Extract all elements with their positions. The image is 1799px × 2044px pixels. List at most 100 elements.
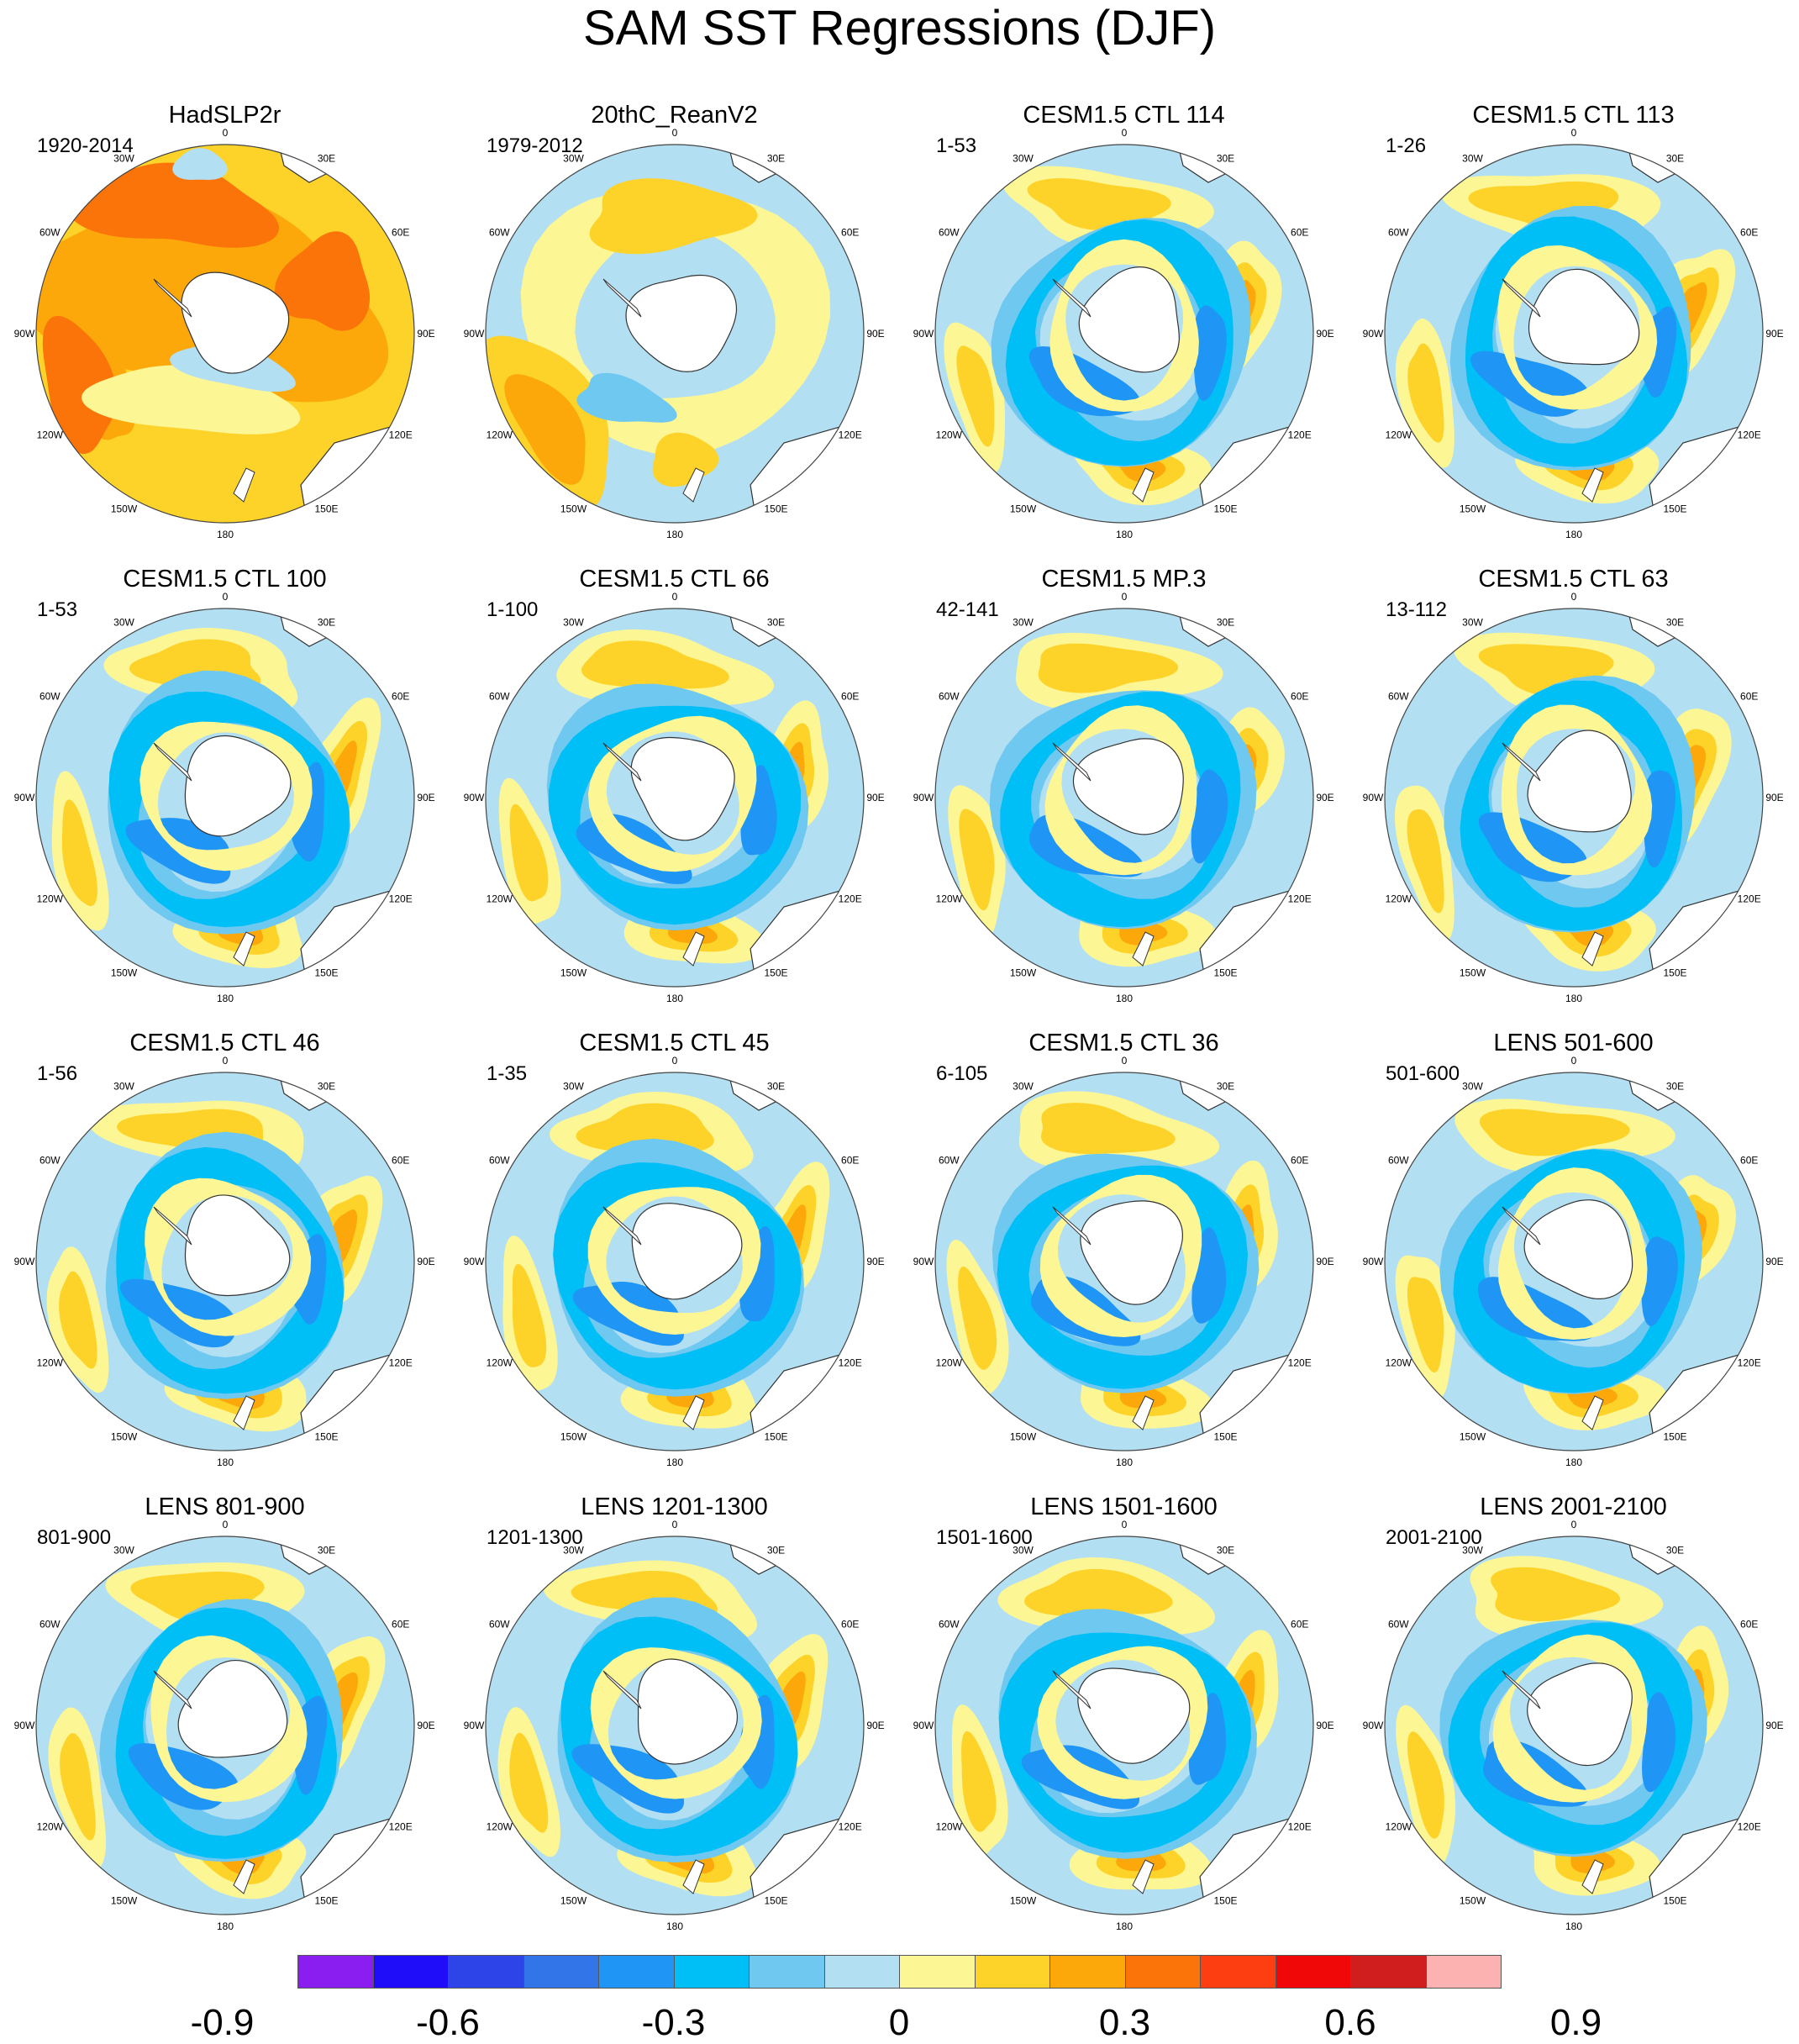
- new-zealand-land: [1132, 1395, 1155, 1430]
- lon-label: 90W: [14, 328, 35, 340]
- polar-map: 0 30E 60E 90E 120E 150E 180 150W 120W 90W 60W 30W: [464, 127, 885, 540]
- lon-label: 150E: [1663, 1895, 1686, 1907]
- colorbar-swatch: [1350, 1955, 1427, 1989]
- lon-label: 90E: [417, 328, 434, 340]
- polar-map: 0 30E 60E 90E 120E 150E 180 150W 120W 90W 60W 30W: [913, 127, 1334, 540]
- lon-label: 180: [666, 1920, 683, 1932]
- lon-label: 30W: [1013, 616, 1034, 628]
- lon-label: 150W: [560, 503, 587, 515]
- lon-label: 90W: [464, 1720, 485, 1731]
- sst-field: [486, 1072, 864, 1451]
- lon-label: 150W: [111, 967, 138, 979]
- panel-period: 1-35: [487, 1062, 528, 1085]
- lon-label: 30E: [1666, 152, 1684, 164]
- lon-label: 30W: [1013, 1544, 1034, 1556]
- map-panel: 0 30E 60E 90E 120E 150E 180 150W 120W 90W 60W 30W Ha…: [0, 92, 450, 556]
- sst-field: [486, 1536, 864, 1915]
- lon-label: 150W: [1460, 1431, 1486, 1443]
- lon-label: 30E: [1666, 616, 1684, 628]
- lon-label: 60W: [39, 1619, 60, 1630]
- lon-label: 150W: [1010, 503, 1037, 515]
- antarctica-land: [1527, 730, 1632, 833]
- antarctica-land: [1072, 738, 1184, 835]
- lon-label: 150E: [1213, 967, 1237, 979]
- lon-label: 120W: [1386, 1357, 1412, 1369]
- panel-title: LENS 801-900: [145, 1493, 305, 1520]
- lon-label: 150W: [111, 1431, 138, 1443]
- lon-label: 120E: [1738, 429, 1761, 441]
- panel-title: LENS 1501-1600: [1030, 1493, 1218, 1520]
- lon-label: 30E: [1217, 1544, 1234, 1556]
- map-panel: 0 30E 60E 90E 120E 150E 180 150W 120W 90W 60W 30W LE…: [450, 1484, 899, 1948]
- lon-label: 90W: [1363, 792, 1384, 803]
- map-boundary: [934, 1536, 1314, 1915]
- lon-label: 30W: [1462, 1544, 1483, 1556]
- map-panel: 0 30E 60E 90E 120E 150E 180 150W 120W 90W 60W 30W CE…: [899, 1020, 1349, 1484]
- sst-field: [935, 1072, 1313, 1451]
- map-boundary: [35, 608, 415, 988]
- lon-label: 150E: [764, 967, 787, 979]
- colorbar-swatch: [372, 1955, 449, 1989]
- sst-field: [36, 608, 414, 987]
- lon-label: 0: [672, 1519, 678, 1530]
- lon-label: 150W: [1460, 1895, 1486, 1907]
- panel-title: CESM1.5 CTL 63: [1478, 566, 1669, 593]
- lon-label: 150E: [1663, 1431, 1686, 1443]
- lon-label: 30W: [113, 152, 134, 164]
- lon-label: 120E: [839, 429, 862, 441]
- panel-title: HadSLP2r: [168, 102, 281, 129]
- lon-label: 90W: [1363, 1720, 1384, 1731]
- polar-map: 0 30E 60E 90E 120E 150E 180 150W 120W 90W 60W 30W: [913, 1519, 1334, 1932]
- lon-label: 180: [1565, 993, 1582, 1004]
- map-boundary: [485, 608, 865, 988]
- new-zealand-land: [233, 931, 255, 967]
- new-zealand-land: [682, 1859, 705, 1894]
- colorbar-swatch: [749, 1955, 825, 1989]
- panel-period: 801-900: [37, 1526, 112, 1549]
- lon-label: 180: [1565, 1920, 1582, 1932]
- map-panel: 0 30E 60E 90E 120E 150E 180 150W 120W 90W 60W 30W LE…: [899, 1484, 1349, 1948]
- lon-label: 120E: [839, 1821, 862, 1833]
- lon-label: 60E: [1291, 1619, 1308, 1630]
- lon-label: 60W: [939, 1155, 960, 1167]
- lon-label: 120E: [1288, 1821, 1312, 1833]
- new-zealand-land: [1581, 1395, 1604, 1430]
- lon-label: 150E: [764, 503, 787, 515]
- lon-label: 150E: [764, 1895, 787, 1907]
- lon-label: 180: [217, 993, 234, 1004]
- lon-label: 30E: [318, 1080, 335, 1092]
- lon-label: 60E: [1740, 691, 1758, 703]
- lon-label: 90E: [866, 1720, 884, 1731]
- lon-label: 150W: [560, 967, 587, 979]
- sst-field: [1385, 1072, 1763, 1451]
- antarctica-land: [1078, 266, 1180, 373]
- panel-title: 20thC_ReanV2: [591, 102, 758, 129]
- lon-label: 120W: [1386, 1821, 1412, 1833]
- lon-label: 90W: [464, 328, 485, 340]
- lon-label: 90E: [866, 328, 884, 340]
- antarctica-land: [181, 271, 290, 374]
- lon-label: 120E: [839, 1357, 862, 1369]
- lon-label: 30W: [113, 616, 134, 628]
- map-boundary: [485, 1536, 865, 1915]
- sst-field: [935, 608, 1313, 987]
- lon-label: 120E: [389, 893, 413, 905]
- new-zealand-land: [233, 1859, 255, 1894]
- antarctica-land: [631, 1203, 743, 1300]
- lon-label: 60E: [392, 1155, 409, 1167]
- sst-field: [36, 1072, 414, 1451]
- new-zealand-land: [1581, 931, 1604, 967]
- lon-label: 90E: [1765, 1256, 1783, 1267]
- lon-label: 120E: [1738, 1357, 1761, 1369]
- colorbar: [297, 1955, 1502, 1989]
- lon-label: 30W: [1462, 1080, 1483, 1092]
- lon-label: 180: [666, 993, 683, 1004]
- lon-label: 30E: [767, 616, 785, 628]
- colorbar-swatch: [1124, 1955, 1201, 1989]
- polar-map: 0 30E 60E 90E 120E 150E 180 150W 120W 90W 60W 30W: [14, 127, 435, 540]
- lon-label: 30W: [1013, 152, 1034, 164]
- lon-label: 30E: [1217, 152, 1234, 164]
- lon-label: 90W: [913, 792, 934, 803]
- lon-label: 90W: [14, 792, 35, 803]
- colorbar-swatch: [523, 1955, 599, 1989]
